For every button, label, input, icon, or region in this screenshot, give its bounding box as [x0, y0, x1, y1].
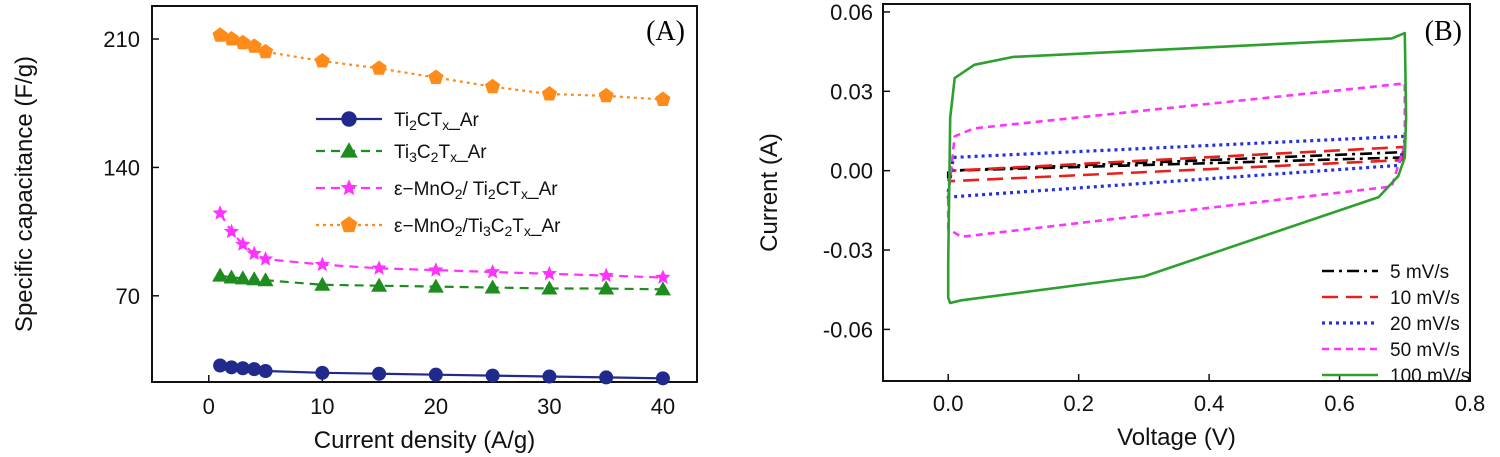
- data-point-a-0: [485, 368, 500, 383]
- data-point-a-3: [655, 91, 671, 106]
- data-point-a-3: [212, 27, 228, 42]
- x-axis-label-b: Voltage (V): [1117, 424, 1236, 451]
- data-point-a-3: [485, 78, 501, 94]
- y-tick-label-a: 70: [116, 284, 140, 309]
- data-point-a-1: [484, 279, 501, 294]
- x-tick-label-b: 0.0: [933, 391, 964, 416]
- data-point-a-2: [371, 260, 387, 275]
- x-tick-label-b: 0.6: [1324, 391, 1355, 416]
- data-point-a-1: [541, 280, 558, 295]
- plot-frame-b: [882, 3, 1471, 382]
- data-point-a-2: [485, 264, 501, 279]
- series-line-b-4: [946, 31, 1408, 305]
- data-point-a-1: [234, 270, 251, 285]
- data-point-a-0: [542, 369, 557, 384]
- legend-label-a-0: Ti2CTx_Ar: [394, 110, 479, 133]
- x-tick-label-a: 40: [651, 394, 675, 419]
- data-point-a-1: [314, 276, 331, 291]
- data-point-a-3: [257, 43, 274, 59]
- data-point-a-3: [314, 53, 330, 68]
- plot-frame-a: [151, 5, 698, 383]
- data-point-a-2: [235, 236, 251, 251]
- data-point-a-2: [541, 265, 557, 281]
- data-point-a-1: [371, 277, 388, 292]
- data-point-a-1: [257, 272, 274, 287]
- chart-b: 0.0 0.2 0.4 0.6 0.8 0.06 0.03 0.00 -0.03 -0.06 Vol…: [756, 0, 1485, 451]
- legend-marker-a-0: [341, 111, 357, 127]
- y-tick-label-b: -0.03: [823, 238, 873, 263]
- series-line-b-0: [946, 150, 1407, 180]
- y-tick-label-b: -0.06: [823, 317, 873, 342]
- data-point-a-2: [212, 205, 228, 220]
- data-point-a-0: [428, 367, 443, 382]
- x-tick-label-b: 0.8: [1455, 391, 1486, 416]
- data-point-a-2: [314, 256, 330, 272]
- legend-marker-a-1: [340, 142, 358, 158]
- data-point-a-3: [235, 34, 251, 50]
- x-tick-label-b: 0.2: [1063, 391, 1094, 416]
- data-point-a-0: [213, 358, 228, 373]
- y-tick-label-b: 0.03: [830, 79, 873, 104]
- legend-label-a-3: ε−MnO2/Ti3C2Tx_Ar: [394, 216, 561, 239]
- legend-marker-a-2: [340, 179, 358, 196]
- data-point-a-1: [212, 267, 229, 282]
- series-line-a-1: [219, 274, 663, 291]
- data-point-a-0: [372, 366, 387, 381]
- data-point-a-1: [654, 281, 671, 296]
- legend-label-b-3: 50 mV/s: [1390, 340, 1460, 361]
- x-axis-label-a: Current density (A/g): [314, 427, 535, 454]
- data-point-a-3: [246, 38, 262, 53]
- x-tick-label-a: 0: [203, 394, 215, 419]
- data-point-a-2: [257, 251, 274, 266]
- data-point-a-1: [246, 271, 263, 286]
- x-tick-label-a: 10: [310, 394, 334, 419]
- series-line-b-1: [946, 140, 1407, 183]
- data-point-a-0: [315, 365, 330, 380]
- panel-label-a: (A): [646, 16, 685, 47]
- y-axis-label-a: Specific capacitance (F/g): [11, 56, 38, 332]
- legend-marker-a-3: [340, 216, 358, 233]
- data-point-a-2: [223, 223, 240, 239]
- y-tick-label-a: 140: [103, 155, 140, 180]
- data-point-a-3: [598, 87, 614, 103]
- data-point-a-2: [655, 269, 671, 284]
- data-point-a-1: [598, 280, 615, 295]
- chart-a: 0 10 20 30 40 70 140 210 Current density (A/g) Sp…: [11, 5, 698, 454]
- data-point-a-1: [427, 278, 444, 293]
- data-point-a-0: [258, 363, 273, 378]
- data-point-a-0: [655, 371, 670, 386]
- y-tick-label-b: 0.06: [830, 0, 873, 25]
- legend-label-b-0: 5 mV/s: [1390, 262, 1449, 283]
- data-point-a-3: [223, 31, 240, 46]
- x-tick-label-b: 0.4: [1194, 391, 1225, 416]
- legend-label-a-1: Ti3C2Tx_Ar: [394, 142, 487, 165]
- data-point-a-1: [223, 269, 240, 284]
- y-tick-label-b: 0.00: [830, 159, 873, 184]
- y-tick-label-a: 210: [103, 27, 140, 52]
- legend-label-a-2: ε−MnO2/ Ti2CTx_Ar: [394, 179, 558, 202]
- x-tick-label-a: 20: [424, 394, 448, 419]
- series-line-a-3: [219, 34, 663, 101]
- legend-label-b-2: 20 mV/s: [1390, 314, 1460, 335]
- data-point-a-0: [235, 361, 250, 376]
- data-point-a-3: [428, 69, 444, 84]
- data-point-a-0: [599, 370, 614, 385]
- panel-label-b: (B): [1425, 16, 1462, 47]
- data-point-a-3: [541, 86, 557, 101]
- legend-label-b-4: 100 mV/s: [1390, 366, 1470, 387]
- x-tick-label-a: 30: [537, 394, 561, 419]
- y-axis-label-b: Current (A): [756, 133, 783, 252]
- data-point-a-2: [428, 262, 444, 277]
- data-point-a-0: [224, 360, 239, 375]
- data-point-a-2: [598, 267, 614, 283]
- data-point-a-0: [247, 362, 262, 377]
- data-point-a-3: [371, 60, 387, 75]
- data-point-a-2: [246, 245, 262, 261]
- legend-label-b-1: 10 mV/s: [1390, 288, 1460, 309]
